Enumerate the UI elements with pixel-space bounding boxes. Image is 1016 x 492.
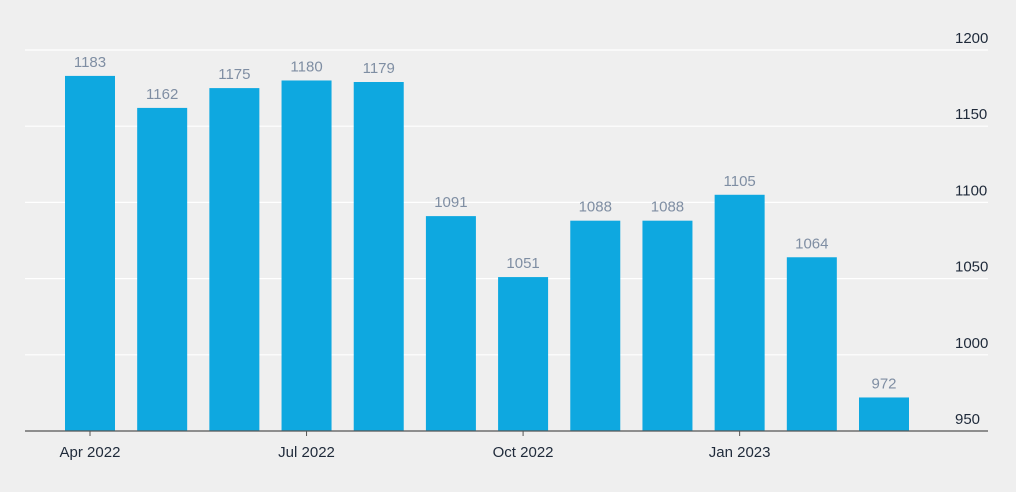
bar-sep-2022	[425, 216, 476, 431]
bar-oct-2022	[498, 277, 549, 431]
y-axis: 950 1000 1050 1100 1150 1200	[955, 30, 988, 428]
bar-jan-2023	[714, 194, 765, 431]
x-tick-label: Jan 2023	[709, 444, 771, 461]
data-label: 1183	[74, 54, 106, 71]
data-label: 1064	[795, 235, 828, 252]
data-labels: 1183 1162 1175 1180 1179 1091 1051 1088 1088 1105…	[74, 54, 897, 393]
bar-nov-2022	[570, 220, 621, 431]
data-label: 1180	[290, 58, 322, 75]
bar-mar-2023	[859, 397, 909, 431]
data-label: 1051	[506, 255, 539, 272]
bars	[65, 75, 909, 432]
data-label: 1088	[651, 199, 684, 216]
data-label: 972	[871, 375, 896, 392]
data-label: 1091	[434, 194, 467, 211]
bar-dec-2022	[642, 220, 693, 431]
bar-may-2022	[137, 107, 188, 432]
y-tick-label: 1150	[955, 106, 987, 123]
y-tick-label: 1100	[955, 182, 987, 199]
y-tick-label: 950	[955, 411, 980, 428]
data-label: 1105	[724, 173, 756, 190]
bar-jun-2022	[209, 88, 260, 431]
x-tick-label: Jul 2022	[278, 444, 335, 461]
bar-apr-2022	[65, 75, 115, 432]
x-tick-label: Oct 2022	[493, 444, 554, 461]
bar-jul-2022	[281, 80, 332, 431]
x-tick-label: Apr 2022	[60, 444, 121, 461]
y-tick-label: 1050	[955, 259, 988, 276]
data-label: 1179	[363, 60, 395, 77]
data-label: 1162	[146, 86, 178, 103]
data-label: 1175	[218, 66, 250, 83]
bar-aug-2022	[353, 82, 404, 431]
bar-feb-2023	[786, 257, 837, 431]
y-tick-label: 1000	[955, 335, 988, 352]
x-axis: Apr 2022 Jul 2022 Oct 2022 Jan 2023	[25, 430, 988, 461]
y-tick-label: 1200	[955, 30, 988, 47]
data-label: 1088	[579, 199, 612, 216]
